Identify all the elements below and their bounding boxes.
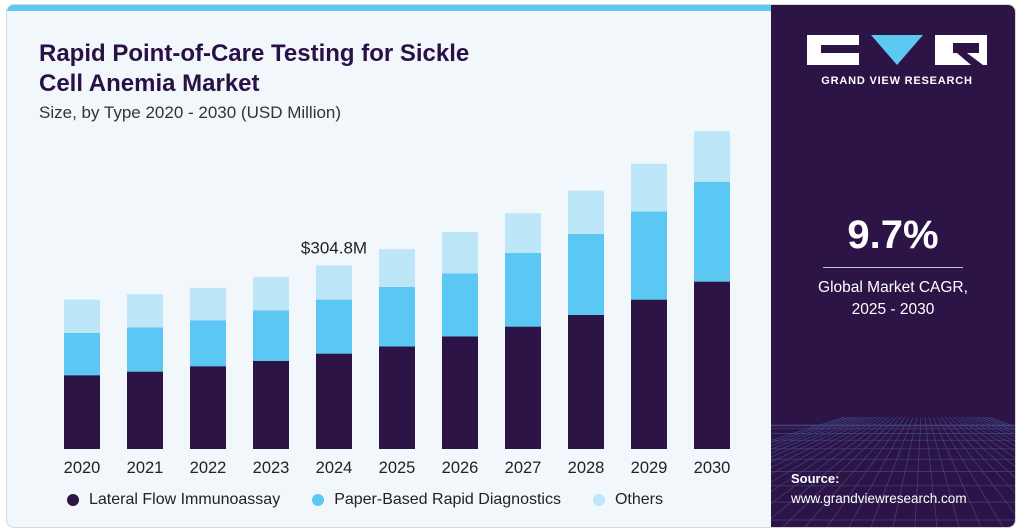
report-card: Rapid Point-of-Care Testing for Sickle C…: [6, 4, 1016, 528]
bar-2020-lateral: [64, 375, 100, 449]
x-tick-label: 2022: [190, 459, 227, 477]
cagr-caption-line1: Global Market CAGR,: [818, 279, 968, 296]
bar-2026-paper: [442, 273, 478, 337]
bar-2023-paper: [253, 310, 289, 361]
x-tick-label: 2027: [505, 459, 542, 477]
gvr-logo-icon: [807, 35, 987, 65]
x-tick-label: 2026: [442, 459, 479, 477]
legend-item-paper: Paper-Based Rapid Diagnostics: [312, 491, 561, 509]
bar-chart: 2020 2021 2022 2023 $304.8M 2024 2025 2026 2027 2…: [64, 131, 731, 477]
bar-2024-lateral: [316, 353, 352, 449]
brand-name: GRAND VIEW RESEARCH: [821, 75, 973, 87]
legend-item-lateral: Lateral Flow Immunoassay: [67, 491, 280, 509]
bar-2025-paper: [379, 287, 415, 347]
annotation-label: $304.8M: [301, 238, 367, 257]
bar-2028-lateral: [568, 314, 604, 449]
bar-2021-lateral: [127, 371, 163, 449]
legend-label-paper: Paper-Based Rapid Diagnostics: [334, 491, 561, 508]
chart-title: Rapid Point-of-Care Testing for Sickle C…: [39, 39, 599, 99]
source-link[interactable]: www.grandviewresearch.com: [791, 491, 967, 506]
x-tick-label: 2023: [253, 459, 290, 477]
bar-2027-paper: [505, 252, 541, 327]
decorative-mesh: [771, 417, 1015, 527]
x-tick-label: 2024: [316, 459, 353, 477]
legend: Lateral Flow Immunoassay Paper-Based Rap…: [67, 491, 695, 509]
bar-2027-lateral: [505, 326, 541, 449]
divider: [823, 267, 963, 268]
legend-item-others: Others: [592, 491, 663, 509]
bar-2028-others: [568, 190, 604, 234]
bar-2021-others: [127, 294, 163, 328]
legend-swatch-paper: [312, 494, 325, 506]
chart-subtitle: Size, by Type 2020 - 2030 (USD Million): [39, 103, 342, 122]
bar-2030-paper: [694, 181, 730, 282]
bar-2028-paper: [568, 233, 604, 315]
cagr-value: 9.7%: [847, 213, 939, 257]
legend-label-lateral: Lateral Flow Immunoassay: [89, 491, 281, 508]
bar-2021-paper: [127, 327, 163, 372]
bar-2026-lateral: [442, 336, 478, 449]
chart-title-line1: Rapid Point-of-Care Testing for Sickle: [39, 40, 470, 67]
bar-2029-paper: [631, 211, 667, 300]
bar-2022-others: [190, 287, 226, 321]
source-label: Source:: [791, 471, 840, 486]
legend-swatch-lateral: [67, 494, 79, 506]
bar-2025-others: [379, 249, 415, 287]
chart-area: Rapid Point-of-Care Testing for Sickle C…: [7, 5, 771, 527]
x-tick-label: 2020: [64, 459, 101, 477]
bar-2023-others: [253, 277, 289, 311]
bar-2022-lateral: [190, 366, 226, 449]
x-tick-label: 2029: [631, 459, 668, 477]
bar-2029-others: [631, 163, 667, 212]
bar-2024-others: [316, 265, 352, 300]
bar-2029-lateral: [631, 299, 667, 449]
bar-2020-paper: [64, 332, 100, 376]
x-tick-label: 2021: [127, 459, 164, 477]
bar-2027-others: [505, 213, 541, 253]
bar-2026-others: [442, 232, 478, 274]
bar-2030-lateral: [694, 281, 730, 449]
bar-2024-paper: [316, 299, 352, 354]
x-tick-label: 2028: [568, 459, 605, 477]
cagr-caption: Global Market CAGR, 2025 - 2030: [771, 277, 1015, 321]
cagr-caption-line2: 2025 - 2030: [851, 301, 935, 318]
bar-2025-lateral: [379, 346, 415, 449]
bar-2030-others: [694, 131, 730, 182]
bar-2022-paper: [190, 320, 226, 367]
chart-title-line2: Cell Anemia Market: [39, 70, 260, 97]
info-panel: GRAND VIEW RESEARCH 9.7% Global Market C…: [771, 5, 1015, 527]
bar-2020-others: [64, 299, 100, 333]
bar-2023-lateral: [253, 360, 289, 449]
legend-swatch-others: [592, 494, 605, 506]
x-tick-label: 2025: [379, 459, 416, 477]
legend-label-others: Others: [614, 491, 663, 508]
accent-bar: [7, 5, 771, 11]
x-tick-label: 2030: [694, 459, 731, 477]
